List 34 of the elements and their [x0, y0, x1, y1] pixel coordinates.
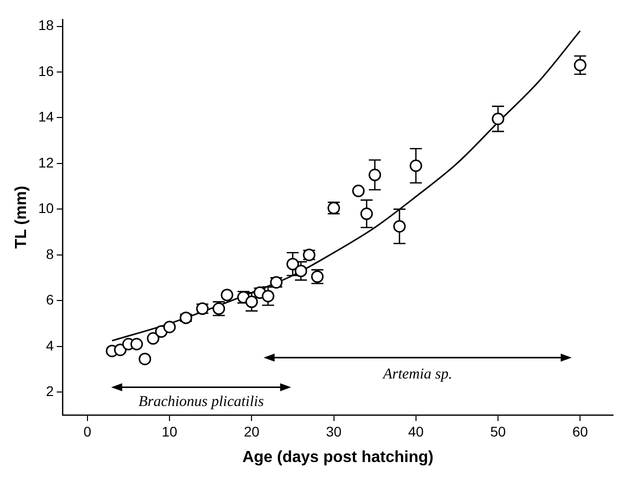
y-tick-label: 18 [38, 17, 54, 34]
point [368, 168, 382, 182]
y-tick-label: 12 [38, 154, 54, 170]
x-tick-label: 10 [162, 423, 178, 440]
y-tick-label: 10 [38, 200, 54, 216]
x-tick-label: 40 [408, 423, 424, 440]
x-axis-title: Age (days post hatching) [242, 448, 434, 466]
point [130, 338, 143, 350]
annotation: Brachionus plicatilis [138, 394, 264, 410]
y-tick-label: 4 [46, 337, 54, 354]
point [220, 288, 234, 302]
y-tick-label: 14 [38, 108, 54, 125]
point [352, 184, 365, 198]
y-tick-label: 8 [46, 246, 54, 262]
point [180, 312, 192, 324]
point [163, 320, 176, 334]
x-tick-label: 0 [84, 423, 92, 440]
point [114, 344, 127, 356]
point [146, 332, 160, 345]
x-tick-label: 30 [326, 423, 342, 440]
point [393, 220, 406, 233]
point [286, 258, 299, 270]
y-axis-title: TL (mm) [13, 186, 30, 249]
annotation: Artemia sp. [382, 366, 452, 383]
y-tick-label: 2 [46, 382, 54, 399]
point [360, 208, 373, 220]
x-tick-label: 60 [572, 423, 588, 440]
point [410, 160, 422, 172]
point [138, 352, 152, 366]
x-tick-label: 50 [490, 423, 506, 440]
y-tick-label: 16 [38, 62, 54, 79]
y-tick-label: 6 [46, 292, 54, 308]
x-tick-label: 20 [244, 423, 260, 440]
point [492, 112, 504, 126]
